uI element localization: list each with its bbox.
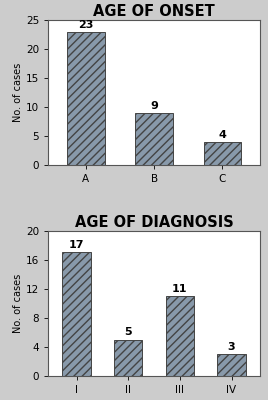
Text: 3: 3 xyxy=(228,342,235,352)
Text: 5: 5 xyxy=(124,328,132,338)
Bar xyxy=(135,113,173,165)
Bar xyxy=(217,354,246,376)
Bar xyxy=(114,340,143,376)
Bar xyxy=(62,252,91,376)
Y-axis label: No. of cases: No. of cases xyxy=(13,63,23,122)
Text: 11: 11 xyxy=(172,284,188,294)
Text: 4: 4 xyxy=(218,130,226,140)
Title: AGE OF ONSET: AGE OF ONSET xyxy=(93,4,215,19)
Title: AGE OF DIAGNOSIS: AGE OF DIAGNOSIS xyxy=(75,214,233,230)
Text: 9: 9 xyxy=(150,101,158,111)
Y-axis label: No. of cases: No. of cases xyxy=(13,274,23,333)
Text: 23: 23 xyxy=(78,20,94,30)
Bar xyxy=(67,32,105,165)
Bar xyxy=(204,142,241,165)
Bar xyxy=(166,296,194,376)
Text: 17: 17 xyxy=(69,240,84,250)
